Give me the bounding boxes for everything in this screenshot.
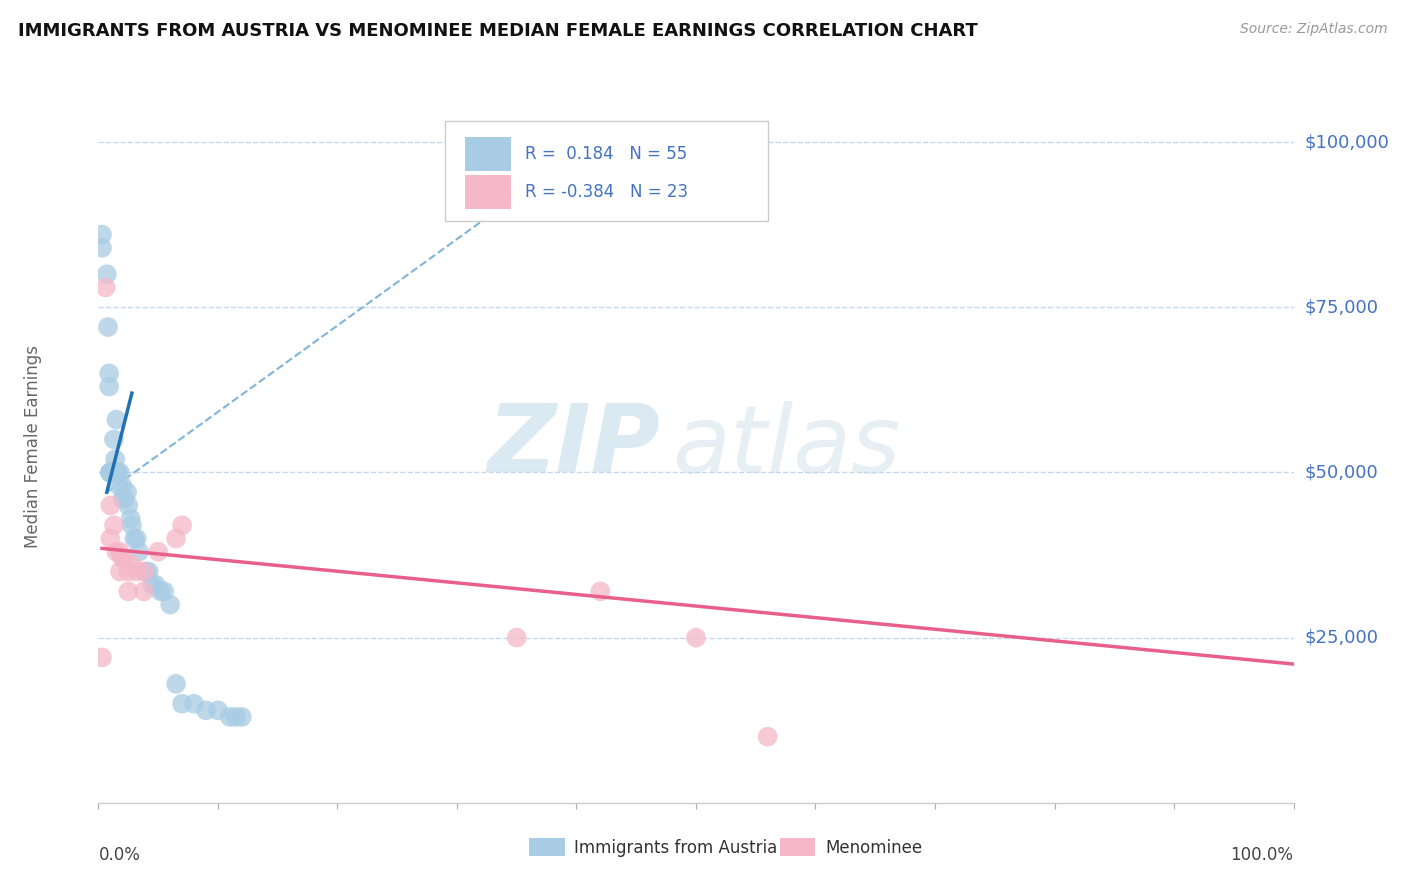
Point bbox=[589, 584, 612, 599]
Point bbox=[108, 466, 131, 480]
Point bbox=[135, 565, 157, 579]
Point bbox=[91, 241, 114, 255]
Point bbox=[125, 565, 148, 579]
Point bbox=[103, 518, 125, 533]
Point bbox=[105, 466, 128, 480]
Text: $75,000: $75,000 bbox=[1305, 298, 1379, 317]
Point bbox=[100, 466, 122, 480]
Point bbox=[97, 320, 120, 334]
Point bbox=[98, 466, 122, 480]
Point bbox=[91, 650, 114, 665]
Point bbox=[506, 631, 529, 645]
Point bbox=[141, 578, 163, 592]
Point bbox=[107, 478, 129, 492]
Point bbox=[111, 491, 134, 506]
Point bbox=[98, 466, 122, 480]
Text: atlas: atlas bbox=[672, 401, 900, 491]
Point bbox=[120, 511, 142, 525]
Text: ZIP: ZIP bbox=[488, 400, 661, 492]
Point bbox=[91, 227, 114, 242]
Point bbox=[117, 584, 139, 599]
Point bbox=[98, 466, 122, 480]
Point bbox=[105, 412, 128, 426]
Point bbox=[194, 703, 217, 717]
Point bbox=[128, 545, 150, 559]
Point bbox=[107, 466, 129, 480]
Text: Source: ZipAtlas.com: Source: ZipAtlas.com bbox=[1240, 22, 1388, 37]
Text: 0.0%: 0.0% bbox=[98, 846, 141, 863]
Point bbox=[125, 532, 148, 546]
Text: $50,000: $50,000 bbox=[1305, 464, 1378, 482]
Point bbox=[98, 499, 122, 513]
Text: Median Female Earnings: Median Female Earnings bbox=[24, 344, 42, 548]
Point bbox=[153, 584, 176, 599]
Text: R = -0.384   N = 23: R = -0.384 N = 23 bbox=[524, 183, 688, 201]
Point bbox=[159, 598, 181, 612]
Point bbox=[111, 478, 134, 492]
Point bbox=[121, 518, 143, 533]
Point bbox=[756, 730, 779, 744]
Point bbox=[149, 584, 172, 599]
Point bbox=[94, 280, 117, 294]
Point bbox=[98, 466, 122, 480]
Point bbox=[231, 710, 253, 724]
Point bbox=[111, 551, 134, 566]
Point bbox=[108, 565, 131, 579]
Point bbox=[98, 379, 121, 393]
Point bbox=[100, 466, 122, 480]
Point bbox=[165, 677, 187, 691]
Point bbox=[98, 466, 122, 480]
Point bbox=[96, 267, 118, 281]
Point bbox=[98, 466, 122, 480]
Bar bbox=[465, 175, 510, 209]
Text: $25,000: $25,000 bbox=[1305, 629, 1379, 647]
Point bbox=[98, 532, 122, 546]
Point bbox=[105, 545, 128, 559]
Point bbox=[172, 697, 194, 711]
Point bbox=[219, 710, 242, 724]
Point bbox=[101, 466, 124, 480]
Point bbox=[207, 703, 229, 717]
Text: 100.0%: 100.0% bbox=[1230, 846, 1294, 863]
Point bbox=[98, 466, 122, 480]
Point bbox=[132, 565, 155, 579]
Point bbox=[101, 466, 124, 480]
Point bbox=[165, 532, 187, 546]
FancyBboxPatch shape bbox=[444, 121, 768, 221]
Point bbox=[183, 697, 205, 711]
Text: IMMIGRANTS FROM AUSTRIA VS MENOMINEE MEDIAN FEMALE EARNINGS CORRELATION CHART: IMMIGRANTS FROM AUSTRIA VS MENOMINEE MED… bbox=[18, 22, 979, 40]
Point bbox=[103, 433, 125, 447]
Bar bbox=[465, 137, 510, 171]
Bar bbox=[779, 838, 815, 856]
Point bbox=[132, 584, 155, 599]
Text: R =  0.184   N = 55: R = 0.184 N = 55 bbox=[524, 145, 688, 163]
Text: Menominee: Menominee bbox=[825, 838, 922, 856]
Point bbox=[115, 485, 138, 500]
Point bbox=[105, 466, 128, 480]
Point bbox=[138, 565, 160, 579]
Point bbox=[145, 578, 167, 592]
Point bbox=[117, 499, 139, 513]
Point bbox=[98, 466, 122, 480]
Point bbox=[98, 367, 121, 381]
Point bbox=[117, 565, 139, 579]
Bar bbox=[529, 838, 565, 856]
Point bbox=[98, 466, 122, 480]
Point bbox=[107, 466, 129, 480]
Point bbox=[114, 491, 136, 506]
Point bbox=[121, 558, 143, 572]
Point bbox=[104, 452, 127, 467]
Text: $100,000: $100,000 bbox=[1305, 133, 1389, 151]
Point bbox=[104, 466, 127, 480]
Point bbox=[101, 466, 124, 480]
Point bbox=[225, 710, 247, 724]
Point bbox=[114, 551, 136, 566]
Point bbox=[108, 545, 131, 559]
Point bbox=[124, 532, 146, 546]
Point bbox=[172, 518, 194, 533]
Point bbox=[148, 545, 170, 559]
Point bbox=[685, 631, 707, 645]
Text: Immigrants from Austria: Immigrants from Austria bbox=[574, 838, 778, 856]
